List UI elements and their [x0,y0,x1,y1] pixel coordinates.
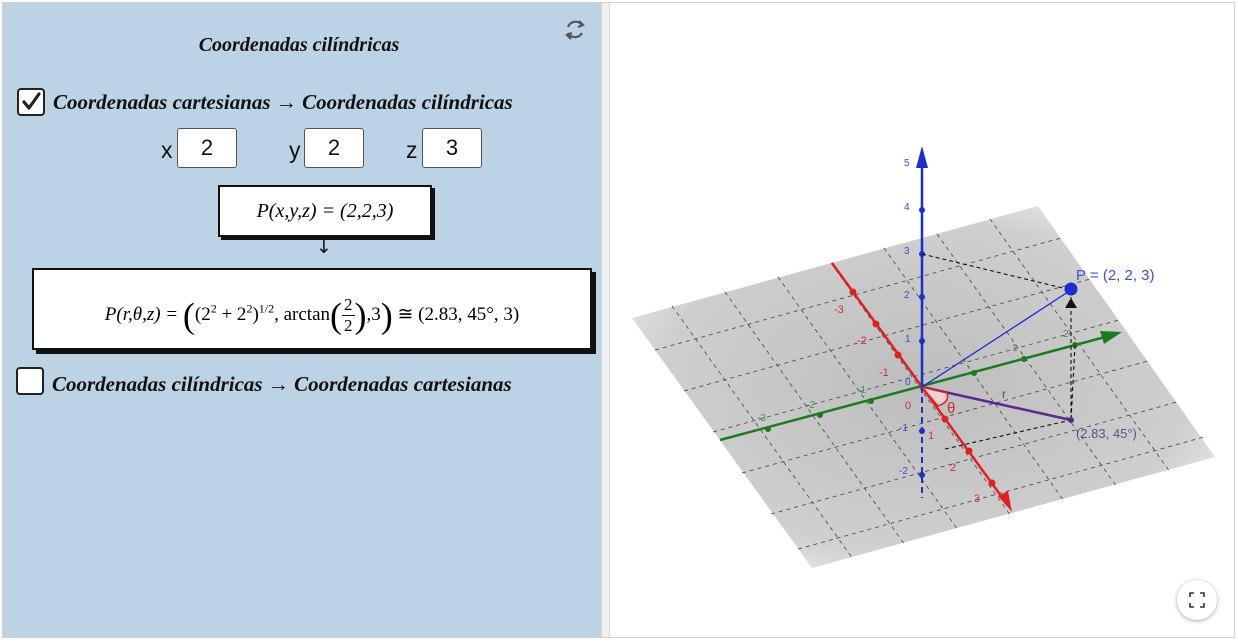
cyl-formula-exp1: 2 [210,301,217,316]
svg-text:-2: -2 [857,335,867,347]
z-axis-labels: 5 4 3 2 1 0 -1 -2 [899,158,911,477]
z-axis-ticks [919,207,925,478]
z-input-label: z [406,137,418,163]
svg-text:3: 3 [974,493,980,505]
graphics-3d-view[interactable]: -3 -2 -1 1 2 -3 -2 -1 0 1 2 3 [610,3,1234,637]
checkbox-cylindrical-to-cartesian-label[interactable]: Coordenadas cilíndricas → Coordenadas ca… [52,372,512,396]
cylindrical-formula-box: P(r,θ,z) = ((22 + 22)1/2, arctan(2 2),3) … [32,268,592,350]
svg-text:-2: -2 [899,466,908,477]
fullscreen-icon [1189,592,1205,608]
z-input[interactable]: 3 [422,128,482,168]
svg-text:-3: -3 [834,304,844,316]
svg-text:-3: -3 [757,413,766,424]
y-axis [719,335,1106,442]
x-input-label: x [161,137,173,163]
panel-divider[interactable] [601,3,610,637]
projection-point[interactable] [1068,417,1074,423]
cartesian-formula: P(x,y,z) = (2,2,3) [256,200,394,222]
theta-label: θ [947,400,955,417]
y-input[interactable]: 2 [304,128,364,168]
projection-label: (2.83, 45°) [1076,426,1137,441]
svg-text:0: 0 [905,400,911,412]
x-axis-labels: -3 -2 -1 0 1 2 3 [834,304,980,505]
svg-text:2: 2 [950,462,956,474]
checkmark-icon [22,92,41,110]
3d-graph[interactable]: -3 -2 -1 1 2 -3 -2 -1 0 1 2 3 [610,3,1234,637]
cyl-formula-result: ≅ (2.83, 45°, 3) [397,303,520,325]
svg-text:2: 2 [1063,329,1069,340]
y-axis-labels: -3 -2 -1 1 2 [757,329,1069,424]
cyl-formula-plus: + 2 [216,303,247,325]
x-axis [830,262,1006,501]
x-input[interactable]: 2 [177,128,237,168]
svg-text:1: 1 [905,334,911,345]
cyl-formula-arctan: , arctan [274,303,331,325]
svg-text:-1: -1 [857,385,866,396]
checkbox-cartesian-to-cylindrical-label[interactable]: Coordenadas cartesianas → Coordenadas ci… [53,90,513,114]
point-p[interactable] [1064,282,1078,296]
refresh-icon[interactable] [561,16,589,44]
cyl-formula-z: ,3 [366,303,381,325]
x-axis-ticks [849,288,996,487]
point-p-label: P = (2, 2, 3) [1076,267,1155,284]
svg-text:4: 4 [904,202,910,213]
svg-text:-1: -1 [879,367,889,379]
page-title: Coordenadas cilíndricas [198,34,400,56]
theta-arc [919,385,949,407]
svg-text:2: 2 [904,290,910,301]
checkbox-cylindrical-to-cartesian[interactable] [16,367,44,395]
cyl-formula-base: (2 [194,303,211,325]
y-input-label: y [289,137,301,163]
x-axis-arrow [998,491,1012,512]
svg-text:-2: -2 [806,400,815,411]
r-label: r [1002,387,1006,401]
y-axis-arrow [1100,331,1122,344]
construction-lines [921,253,1076,450]
cyl-formula-lhs: P(r,θ,z) = [104,303,179,325]
cyl-formula-half: 1/2 [258,301,275,316]
p-height-arrow [1065,298,1077,308]
z-axis-arrow [916,146,928,168]
down-arrow: ↓ [316,236,332,258]
svg-text:1: 1 [928,430,934,442]
svg-text:5: 5 [904,158,910,169]
checkbox-cartesian-to-cylindrical[interactable] [17,88,45,116]
cyl-formula-close: ) [252,303,259,325]
y-axis-ticks [765,342,1078,432]
cyl-formula-exp2: 2 [246,301,253,316]
svg-text:1: 1 [1012,343,1018,354]
vector-op [921,289,1072,388]
svg-text:3: 3 [904,246,910,257]
svg-text:0: 0 [905,377,911,388]
cartesian-formula-box: P(x,y,z) = (2,2,3) [218,185,432,237]
cylindrical-formula: P(r,θ,z) = ((22 + 22)1/2, arctan(2 2),3) … [104,295,520,336]
fullscreen-button[interactable] [1177,580,1217,620]
svg-text:-1: -1 [899,423,908,434]
